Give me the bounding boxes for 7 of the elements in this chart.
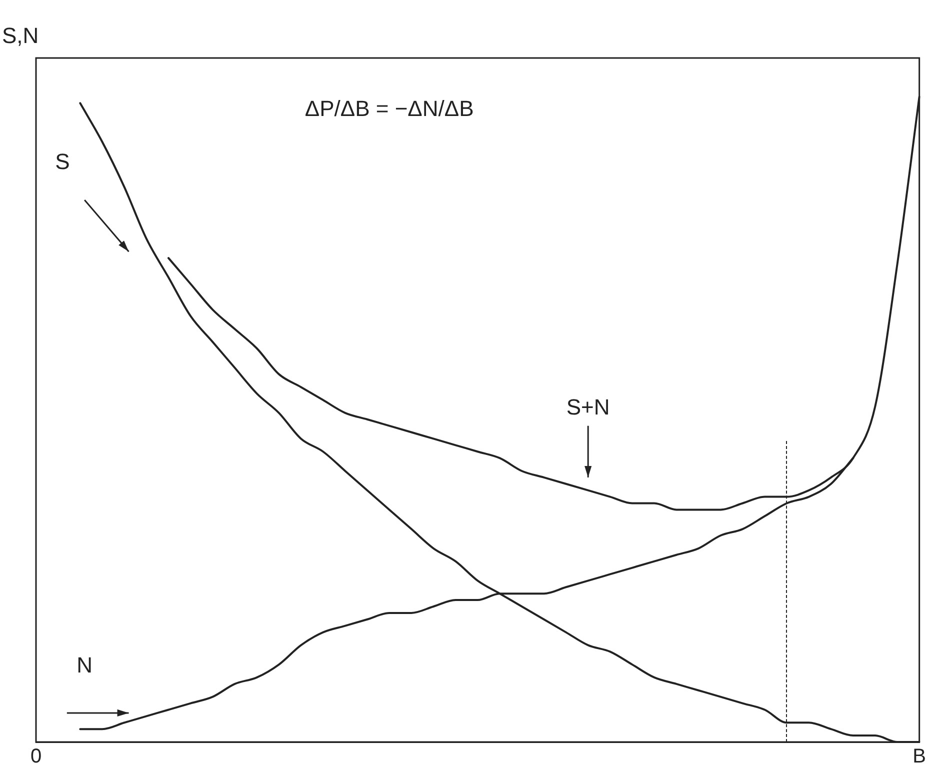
text: N [76, 652, 93, 678]
text: S+N [566, 394, 610, 420]
x-tick-label: B [912, 746, 926, 768]
y-axis-title: S,N [2, 23, 39, 48]
x-tick-label: 0 [30, 746, 42, 768]
annotation: ΔP/ΔB = −ΔN/ΔB [304, 96, 474, 122]
series-label: S [55, 149, 70, 174]
